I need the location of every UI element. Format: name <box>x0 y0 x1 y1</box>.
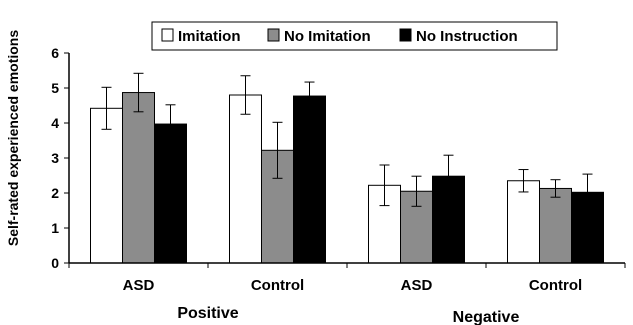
y-tick-label: 1 <box>51 220 59 236</box>
y-tick-label: 2 <box>51 185 59 201</box>
group-label: Positive <box>177 305 238 322</box>
y-tick-label: 3 <box>51 150 59 166</box>
y-axis-label: Self-rated experienced emotions <box>5 30 21 247</box>
y-tick-label: 6 <box>51 45 59 61</box>
x-tick-label: Control <box>251 277 304 294</box>
legend-label: No Imitation <box>284 28 371 45</box>
legend-label: No Instruction <box>416 28 518 45</box>
labels: 0 1 2 3 4 5 6 ASD Control ASD Control Positive Negat… <box>5 30 582 325</box>
legend-swatch-0 <box>161 28 174 42</box>
group-label: Negative <box>453 309 520 325</box>
bar-no-imitation-0 <box>122 92 155 264</box>
legend-box <box>151 21 558 51</box>
legend: Imitation No Imitation No Instruction <box>151 21 558 51</box>
bar-imitation-0 <box>90 107 123 264</box>
x-tick-label: ASD <box>401 277 433 294</box>
legend-label: Imitation <box>178 28 241 45</box>
error-bars <box>101 72 593 211</box>
bars <box>90 92 604 264</box>
x-tick-label: ASD <box>123 277 155 294</box>
y-tick-label: 5 <box>51 80 59 96</box>
bar-no-instruction-0 <box>154 123 187 264</box>
y-tick-label: 4 <box>51 115 59 131</box>
x-tick-label: Control <box>529 277 582 294</box>
bar-imitation-1 <box>229 94 262 264</box>
y-tick-label: 0 <box>51 255 59 271</box>
bar-no-imitation-3 <box>539 187 572 264</box>
bar-no-instruction-1 <box>293 95 326 264</box>
axes <box>64 52 626 268</box>
legend-swatch-1 <box>267 28 280 42</box>
bar-imitation-3 <box>507 180 540 264</box>
legend-swatch-2 <box>399 28 412 42</box>
